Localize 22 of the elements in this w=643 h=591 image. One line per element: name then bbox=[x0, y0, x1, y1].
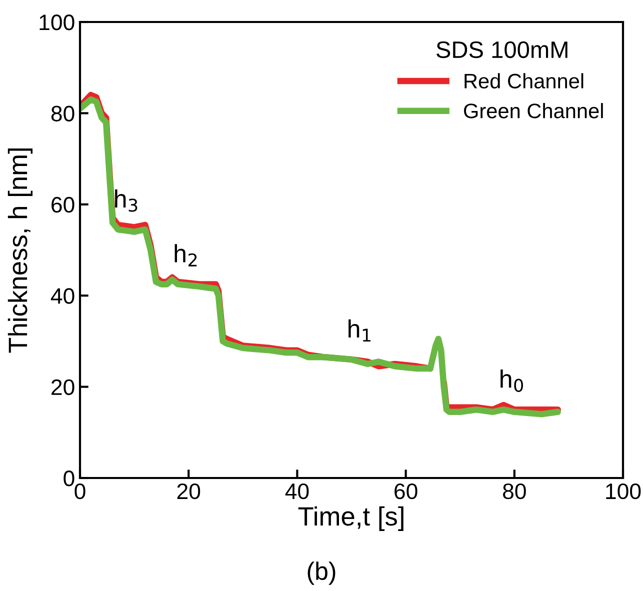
y-tick-label: 0 bbox=[64, 470, 74, 486]
x-tick-label: 100 bbox=[606, 483, 641, 500]
y-tick-label: 80 bbox=[51, 106, 74, 122]
legend-label: Red Channel bbox=[464, 73, 584, 88]
annotation: h$_{0}$ bbox=[500, 369, 523, 392]
annotation: h$_{1}$ bbox=[348, 319, 370, 342]
x-tick-label: 20 bbox=[177, 483, 200, 500]
x-tick-label: 80 bbox=[503, 483, 526, 500]
x-tick-label: 40 bbox=[285, 483, 309, 500]
x-axis-title: Time,t [s] bbox=[298, 506, 404, 531]
y-tick-label: 60 bbox=[52, 196, 74, 213]
legend-label: Green Channel bbox=[464, 103, 603, 118]
legend-title: SDS 100mM bbox=[436, 41, 568, 58]
annotation: h$_{2}$ bbox=[174, 244, 197, 266]
y-tick-label: 40 bbox=[50, 288, 74, 304]
y-tick-label: 20 bbox=[52, 379, 74, 396]
x-tick-label: 60 bbox=[394, 483, 418, 500]
x-tick-label: 0 bbox=[74, 483, 86, 500]
text: (b) bbox=[308, 562, 336, 585]
annotation: h$_{3}$ bbox=[115, 189, 138, 212]
y-tick-label: 100 bbox=[40, 14, 74, 30]
y-axis-title: Thickness, h [nm] bbox=[8, 148, 33, 353]
